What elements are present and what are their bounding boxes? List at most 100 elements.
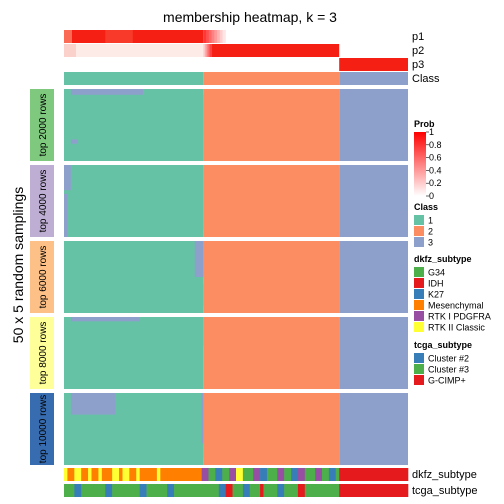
p2-segment bbox=[203, 44, 206, 57]
p1-segment bbox=[219, 30, 224, 43]
dkfz-legend-label: K27 bbox=[428, 290, 444, 300]
dkfz-subtype-cell bbox=[208, 468, 216, 481]
class-legend-title: Class bbox=[414, 202, 438, 212]
tcga-subtype-cell bbox=[81, 484, 106, 497]
top-row-label-p2: p2 bbox=[412, 45, 424, 57]
y-axis-label: 50 x 5 random samplings bbox=[10, 187, 26, 343]
tcga-subtype-cell bbox=[146, 484, 168, 497]
heatmap-block-class-2 bbox=[203, 89, 340, 161]
dkfz-subtype-cell bbox=[98, 468, 103, 481]
class-legend-label: 1 bbox=[428, 216, 433, 226]
prob-legend-title: Prob bbox=[414, 119, 435, 129]
p1-segment bbox=[64, 30, 204, 43]
dkfz-subtype-cell bbox=[81, 468, 89, 481]
row-group-bars: top 2000 rows top 4000 rows top 6000 rows t… bbox=[30, 89, 54, 465]
dkfz-legend-label: IDH bbox=[428, 279, 444, 289]
tcga-subtype-cell bbox=[260, 484, 264, 497]
p1-segment bbox=[206, 30, 210, 43]
heatmap-variation bbox=[64, 193, 68, 237]
dkfz-subtype-cell bbox=[297, 468, 306, 481]
dkfz-subtype-cell bbox=[139, 468, 158, 481]
heatmap-block-class-2 bbox=[203, 317, 340, 389]
p1-segment bbox=[203, 30, 207, 43]
dkfz-legend-swatch bbox=[414, 267, 424, 277]
p2-segment bbox=[205, 44, 208, 57]
dkfz-subtype-cell bbox=[222, 468, 230, 481]
heatmap-variation bbox=[70, 89, 144, 95]
tcga-subtype-cell bbox=[74, 484, 82, 497]
dkfz-subtype-cell bbox=[229, 468, 237, 481]
tcga-subtype-cell bbox=[64, 484, 75, 497]
heatmap-block-class-3 bbox=[339, 89, 408, 161]
row-group-bar bbox=[30, 165, 54, 237]
p2-segment bbox=[211, 44, 340, 57]
dkfz-subtype-cell bbox=[167, 468, 202, 481]
prob-tick-label: 1 bbox=[429, 127, 434, 137]
prob-tick-label: 0.4 bbox=[429, 165, 442, 175]
tcga-subtype-cell bbox=[297, 484, 306, 497]
tcga-subtype-cell bbox=[167, 484, 175, 497]
tcga-subtype-cell bbox=[174, 484, 220, 497]
top-annotations: p1 p2 p3 Class bbox=[64, 30, 440, 85]
row-group-bar bbox=[30, 89, 54, 161]
heatmap-block-class-2 bbox=[203, 241, 340, 313]
bottom-row-label-tcga-subtype: tcga_subtype bbox=[412, 485, 477, 497]
dkfz-subtype-cell bbox=[339, 468, 409, 481]
heatmap-block-class-1 bbox=[64, 241, 204, 313]
top-row-label-p3: p3 bbox=[412, 59, 424, 71]
tcga-legend-swatch bbox=[414, 375, 424, 385]
heatmap-block-class-2 bbox=[203, 393, 340, 465]
tcga-subtype-cell bbox=[277, 484, 285, 497]
row-group-label: top 6000 rows bbox=[38, 246, 49, 309]
class-legend-label: 2 bbox=[428, 227, 433, 237]
dkfz-subtype-cell bbox=[201, 468, 209, 481]
dkfz-legend-swatch bbox=[414, 322, 424, 332]
heatmap-variation bbox=[203, 103, 212, 140]
dkfz-subtype-cell bbox=[91, 468, 99, 481]
heatmap-variation bbox=[201, 393, 204, 444]
prob-tick-label: 0 bbox=[429, 191, 434, 201]
dkfz-subtype-cell bbox=[129, 468, 137, 481]
tcga-subtype-cell bbox=[105, 484, 113, 497]
heatmap-block-class-3 bbox=[339, 165, 408, 237]
dkfz-legend-title: dkfz_subtype bbox=[414, 254, 472, 264]
prob-color-bar bbox=[414, 132, 426, 196]
dkfz-subtype-cell bbox=[266, 468, 278, 481]
class-segment-2 bbox=[203, 72, 340, 85]
dkfz-subtype-cell bbox=[242, 468, 254, 481]
p3-segment bbox=[339, 58, 408, 71]
dkfz-subtype-cell bbox=[215, 468, 223, 481]
dkfz-legend-label: RTK I PDGFRA bbox=[428, 312, 491, 322]
dkfz-subtype-cell bbox=[315, 468, 323, 481]
dkfz-subtype-cell bbox=[122, 468, 130, 481]
p2-segment bbox=[64, 44, 204, 57]
row-group-label: top 10000 rows bbox=[38, 395, 49, 463]
heatmap-variation bbox=[194, 241, 204, 277]
row-group-bar bbox=[30, 393, 54, 465]
dkfz-subtype-cell bbox=[253, 468, 261, 481]
membership-heatmap-body bbox=[64, 89, 408, 465]
dkfz-subtype-cell bbox=[328, 468, 337, 481]
heatmap-block-class-1 bbox=[64, 317, 204, 389]
tcga-legend-label: Cluster #2 bbox=[428, 354, 469, 364]
tcga-legend-label: G-CIMP+ bbox=[428, 376, 466, 386]
heatmap-block-class-3 bbox=[339, 317, 408, 389]
class-segment-3 bbox=[339, 72, 408, 85]
tcga-legend-swatch bbox=[414, 353, 424, 363]
dkfz-subtype-cell bbox=[304, 468, 316, 481]
tcga-subtype-cell bbox=[263, 484, 278, 497]
dkfz-subtype-cell bbox=[88, 468, 92, 481]
dkfz-subtype-cell bbox=[101, 468, 113, 481]
tcga-subtype-cell bbox=[249, 484, 261, 497]
row-group-bar bbox=[30, 241, 54, 313]
dkfz-legend-swatch bbox=[414, 311, 424, 321]
dkfz-subtype-cell bbox=[136, 468, 140, 481]
class-legend-swatch bbox=[414, 215, 424, 225]
prob-tick-label: 0.6 bbox=[429, 153, 442, 163]
class-legend-swatch bbox=[414, 237, 424, 247]
dkfz-subtype-cell bbox=[236, 468, 244, 481]
heatmap-block-class-1 bbox=[64, 165, 204, 237]
heatmap-variation bbox=[218, 396, 226, 411]
dkfz-subtype-cell bbox=[160, 468, 168, 481]
